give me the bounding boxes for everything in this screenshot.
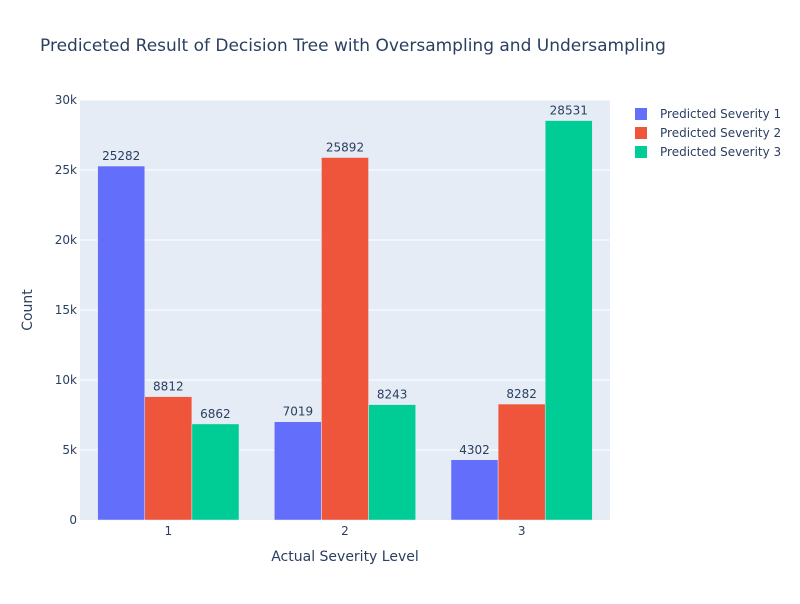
legend-label: Predicted Severity 2 (660, 126, 781, 140)
bar-value-label: 25892 (326, 141, 364, 155)
bar-value-label: 8282 (506, 387, 537, 401)
y-tick-label: 0 (69, 513, 77, 527)
legend: Predicted Severity 1 Predicted Severity 2… (635, 107, 781, 159)
legend-swatch (635, 108, 647, 120)
bar-value-label: 28531 (550, 104, 588, 118)
bar (321, 157, 369, 521)
y-tick-label: 10k (55, 373, 77, 387)
x-axis-ticks: 1 2 3 (165, 524, 526, 538)
bar (274, 421, 322, 521)
bar (544, 120, 593, 521)
y-tick-label: 30k (55, 93, 77, 107)
legend-label: Predicted Severity 1 (660, 107, 781, 121)
y-tick-label: 25k (55, 163, 77, 177)
x-tick-label: 3 (518, 524, 526, 538)
y-axis-ticks: 0 5k 10k 15k 20k 25k 30k (55, 93, 77, 527)
legend-swatch (635, 146, 647, 158)
legend-swatch (635, 127, 647, 139)
bar (368, 404, 416, 521)
y-tick-label: 15k (55, 303, 77, 317)
legend-label: Predicted Severity 3 (660, 145, 781, 159)
bar (497, 403, 546, 521)
x-tick-label: 2 (341, 524, 349, 538)
bar (191, 423, 240, 521)
bar-value-label: 7019 (283, 405, 314, 419)
y-tick-label: 5k (62, 443, 77, 457)
bar-value-label: 8243 (377, 388, 408, 402)
bar (144, 396, 193, 521)
bar-value-label: 8812 (153, 380, 184, 394)
x-tick-label: 1 (165, 524, 173, 538)
bar (97, 165, 146, 521)
bar-value-label: 25282 (102, 149, 140, 163)
bar (450, 459, 499, 521)
y-axis-label: Count (20, 289, 36, 331)
bars (97, 120, 593, 521)
bar-value-label: 4302 (459, 443, 490, 457)
x-axis-label: Actual Severity Level (271, 549, 419, 565)
bar-value-label: 6862 (200, 407, 231, 421)
y-tick-label: 20k (55, 233, 77, 247)
bar-value-labels: 25282 8812 6862 7019 25892 8243 4302 8282 28531 (102, 104, 588, 457)
chart-title: Prediceted Result of Decision Tree with … (40, 36, 666, 56)
